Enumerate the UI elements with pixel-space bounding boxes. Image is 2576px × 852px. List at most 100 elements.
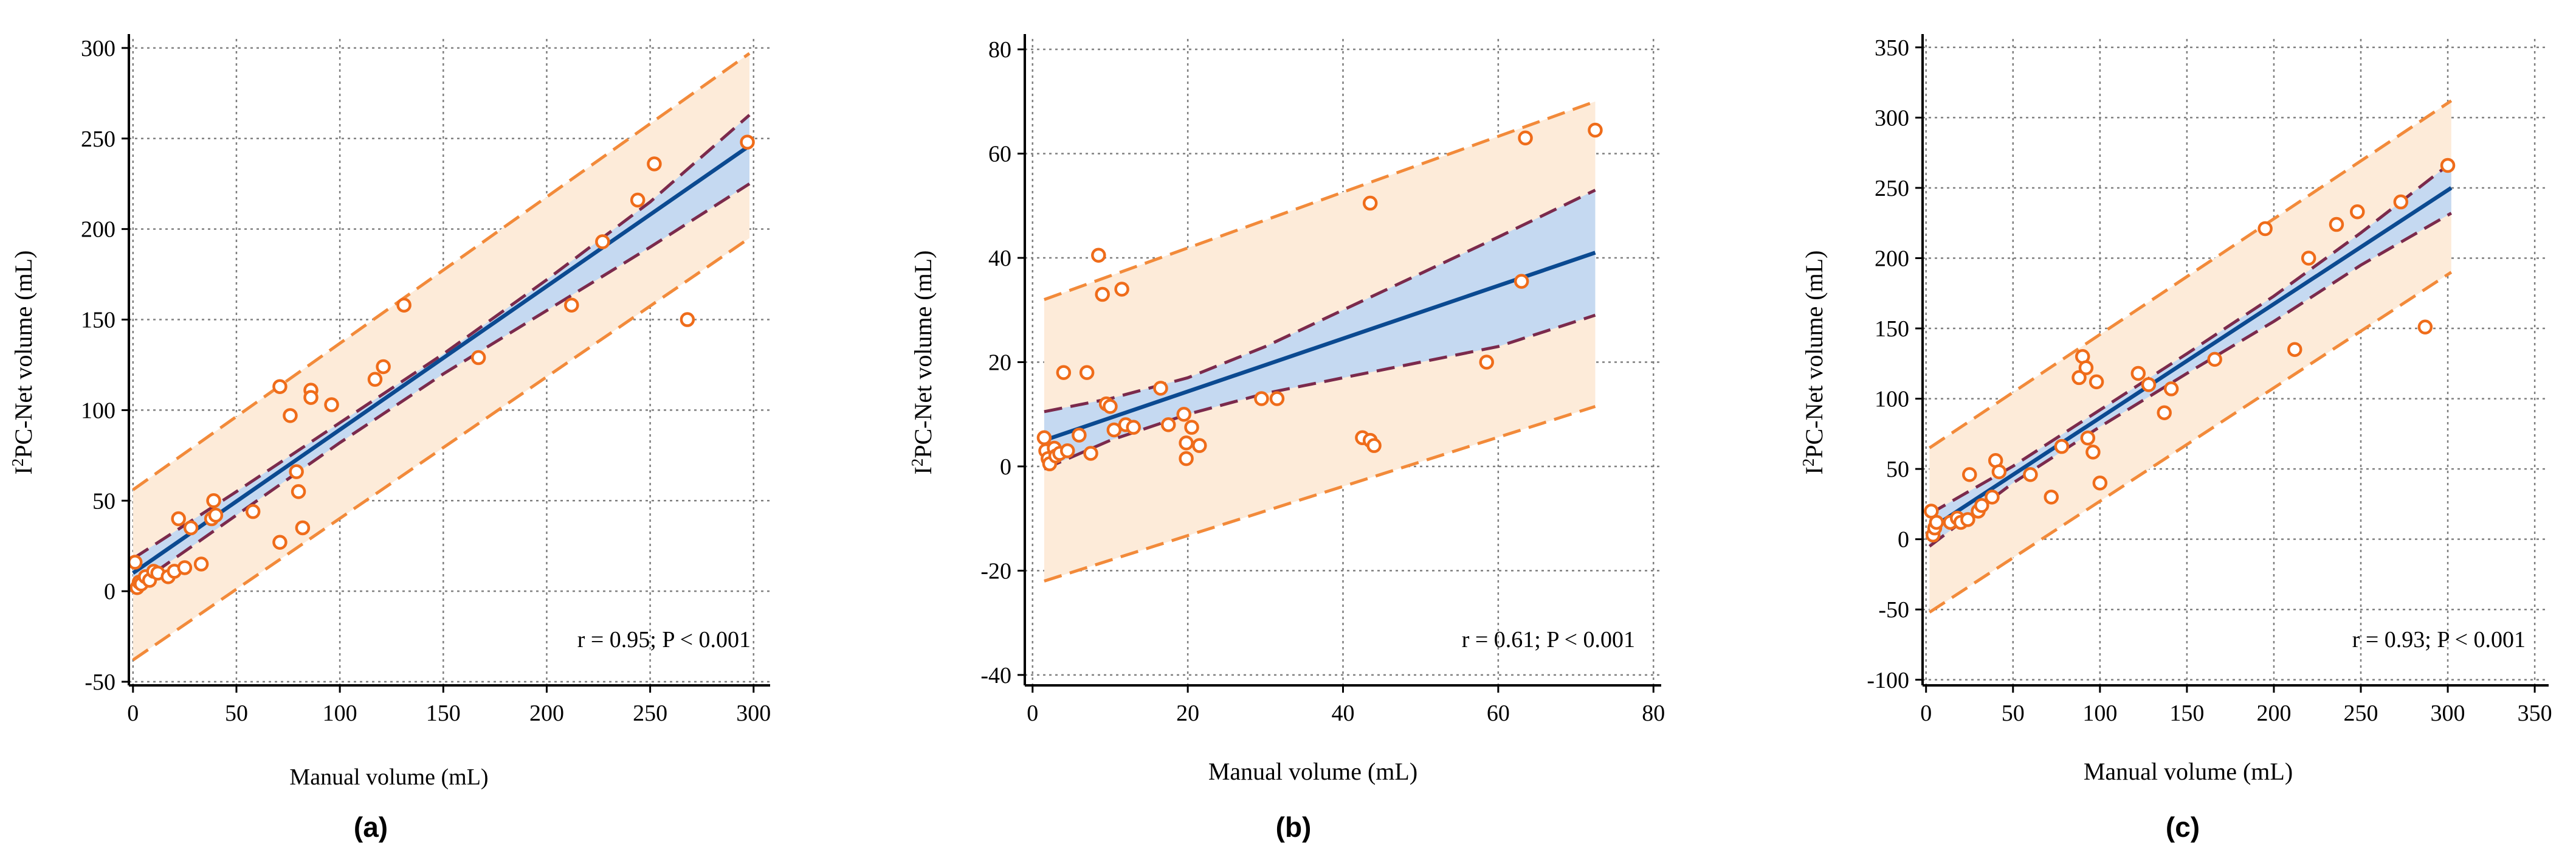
data-point (1269, 391, 1285, 406)
confidence-upper-line (1929, 161, 2453, 516)
y-tick-label: 40 (988, 246, 1011, 271)
y-axis-label-b-base: I (909, 466, 937, 474)
data-point (1036, 430, 1052, 446)
y-tick-label: 80 (988, 37, 1011, 63)
data-point (2329, 216, 2344, 232)
data-point (2157, 405, 2172, 420)
confidence-band (133, 115, 750, 588)
data-point (283, 408, 298, 423)
data-point (295, 520, 311, 536)
data-point (1960, 512, 1975, 527)
y-tick-label: 300 (1875, 105, 1909, 131)
data-point (1083, 446, 1098, 461)
x-tick-label: 0 (1027, 701, 1038, 726)
data-point (1514, 274, 1529, 289)
data-point (740, 134, 755, 150)
data-point (2287, 342, 2302, 357)
y-tick-label: -20 (980, 558, 1011, 584)
data-point (1079, 365, 1095, 380)
data-point (1179, 451, 1194, 466)
data-point (2044, 490, 2059, 505)
data-point (2023, 467, 2038, 482)
y-axis-label-c-base: I (1800, 466, 1828, 474)
confidence-band (1044, 190, 1596, 469)
y-axis-label-a-rest: PC-Net volume (mL) (10, 251, 37, 459)
panel-a: 0 50 100 150 200 250 300-50050100150200250300 … (9, 34, 771, 843)
confidence-upper-line (1044, 189, 1596, 414)
data-point (396, 297, 412, 313)
data-point (206, 493, 221, 508)
x-tick-label: 250 (2344, 701, 2378, 726)
y-tick-label: 100 (1875, 387, 1909, 412)
y-axis-label-a-base: I (10, 466, 37, 474)
x-tick-label: 0 (1920, 701, 1932, 726)
data-point (183, 520, 199, 536)
data-point (2080, 431, 2096, 446)
data-point (2257, 221, 2273, 237)
annotation-a: r = 0.95; P < 0.001 (577, 627, 751, 653)
regression-line (1928, 186, 2453, 532)
y-tick-label: 300 (81, 36, 115, 61)
data-point (1176, 406, 1191, 422)
data-point (1056, 365, 1072, 380)
data-point (2089, 374, 2104, 390)
x-tick-label: 0 (127, 701, 139, 726)
panel-b: 0 20 40 60 80 -40 -20 0 20 40 60 80 r = 0.61; P < 0… (908, 34, 1665, 843)
data-point (2054, 438, 2070, 454)
data-point (1929, 514, 1944, 530)
data-point (1192, 438, 1207, 453)
y-tick-label: -100 (1867, 668, 1909, 693)
data-point (647, 156, 662, 171)
x-tick-label: 50 (2002, 701, 2025, 726)
data-point (208, 507, 224, 523)
x-tick-label: 200 (529, 701, 564, 726)
confidence-lower-line (132, 182, 751, 589)
data-point (1184, 420, 1199, 435)
data-point (1362, 195, 1378, 211)
data-point (1974, 497, 1989, 513)
x-tick-label: 150 (426, 701, 461, 726)
data-point (1962, 467, 1977, 482)
y-tick-label: 200 (81, 217, 115, 243)
data-point (2393, 194, 2409, 210)
data-point (1179, 435, 1194, 451)
x-tick-label: 100 (2082, 701, 2117, 726)
data-point (324, 397, 339, 412)
panel-label-a: (a) (354, 811, 388, 843)
annotation-b: r = 0.61; P < 0.001 (1462, 627, 1635, 653)
data-point (2130, 365, 2146, 381)
y-tick-label: 60 (988, 142, 1011, 167)
y-tick-label: 150 (1875, 316, 1909, 342)
x-tick-label: 100 (323, 701, 357, 726)
plot-area-b: 0 20 40 60 80 -40 -20 0 20 40 60 80 (980, 34, 1665, 726)
y-tick-label: 0 (1000, 454, 1011, 480)
data-point (177, 560, 193, 575)
y-tick-label: -50 (1878, 597, 1909, 623)
data-point (2141, 377, 2157, 392)
y-tick-label: 250 (1875, 176, 1909, 201)
x-tick-label: 250 (633, 701, 667, 726)
y-tick-label: 20 (988, 350, 1011, 376)
data-point (1991, 464, 2007, 479)
x-tick-label: 60 (1487, 701, 1510, 726)
prediction-lower-line (1929, 271, 2453, 614)
annotation-c: r = 0.93; P < 0.001 (2352, 627, 2526, 653)
data-point (2350, 204, 2365, 220)
data-point (595, 234, 610, 249)
data-point (1114, 282, 1129, 297)
x-tick-label: 200 (2256, 701, 2291, 726)
data-point (1518, 130, 1533, 146)
data-point (1095, 286, 1110, 302)
data-point (1106, 422, 1122, 438)
panel-label-c: (c) (2166, 811, 2200, 843)
data-point (1366, 438, 1382, 453)
data-point (376, 359, 391, 375)
confidence-lower-line (1043, 313, 1596, 471)
y-axis-label-b-rest: PC-Net volume (mL) (909, 251, 937, 459)
data-point (272, 535, 288, 550)
data-point (2417, 319, 2433, 334)
prediction-upper-line (132, 52, 751, 491)
data-point (1072, 428, 1087, 443)
y-tick-label: -40 (980, 663, 1011, 688)
x-tick-label: 20 (1176, 701, 1199, 726)
